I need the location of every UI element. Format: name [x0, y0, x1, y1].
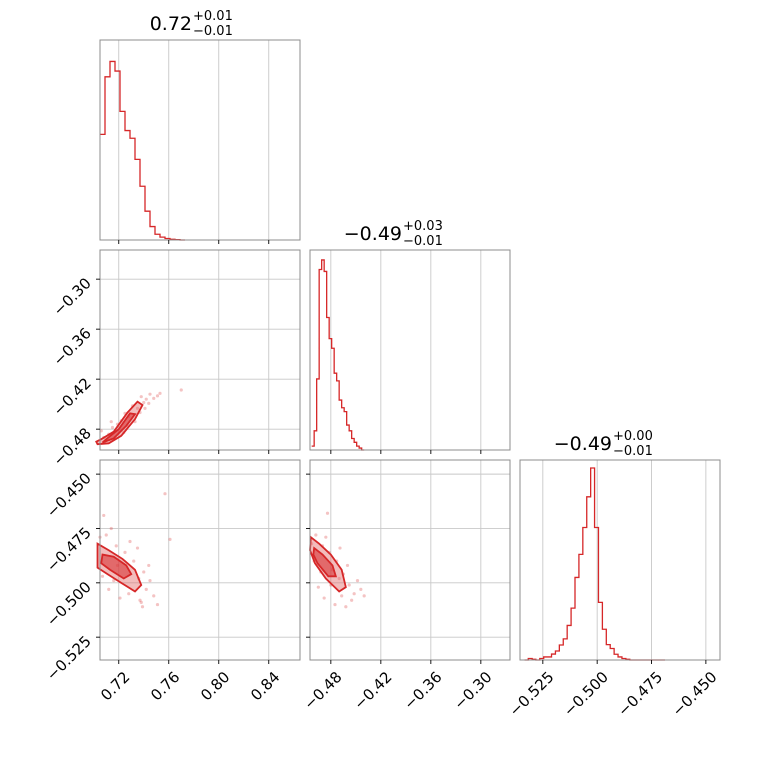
- pair-1-2-sample-point-6: [352, 592, 356, 596]
- left-1-ytick-label-2: −0.36: [50, 324, 95, 369]
- pair-1-2-sample-point-17: [316, 585, 320, 589]
- pair-1-2-frame: [309, 459, 511, 661]
- pair-0-1-sample-point-17: [155, 394, 160, 398]
- pair-0-2-sample-point-1: [114, 544, 118, 548]
- pair-1-2-sample-point-25: [325, 511, 330, 515]
- title-minus-2: −0.01: [613, 444, 653, 459]
- pair-0-2-sample-point-12: [152, 594, 156, 598]
- bottom-0-xtick-label-1: 0.76: [147, 668, 183, 704]
- pair-0-2-sample-point-19: [147, 563, 151, 568]
- histogram-1: [311, 259, 365, 451]
- pair-0-1-sample-point-1: [110, 425, 115, 430]
- pair-0-1-sample-point-23: [158, 391, 162, 395]
- pair-1-2-sample-point-15: [355, 579, 360, 583]
- pair-0-2-sample-point-20: [155, 602, 160, 607]
- pair-1-2-sample-point-20: [359, 587, 363, 591]
- pair-0-1-sample-point-14: [152, 396, 156, 400]
- pair-1-2-sample-point-13: [338, 546, 342, 550]
- pair-0-2-sample-point-10: [109, 526, 113, 531]
- title-plus-0: +0.01: [193, 9, 233, 24]
- pair-1-2-sample-point-12: [324, 535, 328, 539]
- diag-2-frame: [519, 459, 721, 661]
- pair-0-1-sample-point-24: [179, 388, 183, 392]
- pair-1-2-sample-point-14: [345, 563, 350, 568]
- left-1-ytick-label-3: −0.30: [50, 274, 95, 319]
- histogram-2: [524, 467, 665, 661]
- left-2-ytick-label-0: −0.525: [43, 632, 95, 684]
- bottom-2-xtick-label-3: −0.450: [669, 668, 721, 720]
- left-2-ytick-label-2: −0.475: [43, 524, 95, 576]
- pair-1-2-sample-point-0: [314, 533, 318, 537]
- title-value-1: −0.49: [344, 223, 402, 245]
- pair-0-1-sample-point-21: [143, 406, 147, 410]
- bottom-2-xtick-label-0: −0.525: [506, 668, 558, 720]
- bottom-1-xtick-label-1: −0.42: [350, 668, 395, 713]
- pair-0-1-frame: [99, 249, 301, 451]
- left-2-ytick-label-3: −0.450: [43, 469, 95, 521]
- pair-0-1-sample-point-7: [148, 392, 152, 396]
- pair-0-2-sample-point-24: [163, 492, 167, 496]
- pair-0-2-sample-point-26: [139, 600, 143, 604]
- pair-0-1-sample-point-4: [135, 406, 140, 410]
- pair-1-2-sample-point-7: [350, 598, 354, 602]
- diag-1-frame: [309, 249, 511, 451]
- pair-0-2-sample-point-3: [132, 559, 136, 563]
- pair-0-1-contour-inner: [101, 412, 137, 444]
- pair-0-2-sample-point-5: [144, 587, 148, 591]
- pair-1-2-sample-point-5: [347, 583, 351, 587]
- pair-1-2-sample-point-16: [333, 602, 337, 607]
- pair-0-1-sample-point-25: [109, 420, 113, 424]
- pair-0-2-sample-point-11: [148, 579, 152, 583]
- pair-0-1-sample-point-5: [142, 400, 146, 405]
- diag-0-frame: [99, 39, 301, 241]
- left-1-ytick-label-1: −0.42: [50, 374, 95, 419]
- pair-1-2-contour-inner: [312, 546, 338, 578]
- left-2-ytick-label-1: −0.500: [43, 578, 95, 630]
- pair-0-2-contour-inner: [100, 553, 133, 580]
- title-plus-1: +0.03: [403, 219, 443, 234]
- pair-1-2-sample-point-19: [344, 605, 348, 609]
- bottom-0-xtick-label-0: 0.72: [97, 668, 133, 704]
- bottom-1-xtick-label-0: −0.48: [300, 668, 345, 713]
- panel-title-1: −0.49 +0.03−0.01: [344, 219, 443, 249]
- pair-0-2-sample-point-18: [128, 539, 132, 544]
- bottom-1-xtick-label-3: −0.30: [450, 668, 495, 713]
- bottom-2-xtick-label-1: −0.500: [560, 668, 612, 720]
- title-value-2: −0.49: [554, 433, 612, 455]
- pair-0-2-sample-point-16: [140, 605, 145, 609]
- title-plus-2: +0.00: [613, 429, 653, 444]
- pair-0-2-sample-point-4: [142, 570, 146, 574]
- pair-1-2-sample-point-8: [340, 594, 344, 598]
- bottom-0-xtick-label-2: 0.80: [197, 668, 233, 704]
- pair-0-2-sample-point-6: [138, 598, 142, 602]
- pair-0-1-sample-point-6: [144, 397, 148, 401]
- histogram-0: [100, 60, 185, 241]
- pair-0-1-sample-point-8: [139, 395, 143, 399]
- bottom-0-xtick-label-3: 0.84: [247, 668, 283, 704]
- pair-1-2-sample-point-24: [362, 594, 366, 598]
- pair-0-2-sample-point-9: [100, 574, 105, 578]
- title-minus-1: −0.01: [403, 234, 443, 249]
- pair-0-2-sample-point-15: [135, 546, 140, 550]
- pair-1-2-sample-point-22: [322, 596, 326, 600]
- title-value-0: 0.72: [150, 13, 192, 35]
- pair-0-2-sample-point-2: [123, 550, 127, 554]
- pair-0-2-frame: [99, 459, 301, 661]
- pair-0-2-sample-point-17: [107, 587, 111, 591]
- pair-0-2-sample-point-13: [118, 596, 122, 600]
- panel-title-0: 0.72 +0.01−0.01: [150, 9, 233, 39]
- bottom-2-xtick-label-2: −0.475: [614, 668, 666, 720]
- bottom-1-xtick-label-2: −0.36: [400, 668, 445, 713]
- pair-0-2-sample-point-23: [168, 537, 172, 541]
- left-1-ytick-label-0: −0.48: [50, 424, 95, 469]
- pair-0-2-sample-point-25: [102, 513, 106, 518]
- pair-0-1-sample-point-13: [147, 401, 151, 405]
- title-minus-0: −0.01: [193, 24, 233, 39]
- panel-title-2: −0.49 +0.00−0.01: [554, 429, 653, 459]
- pair-0-2-sample-point-8: [112, 579, 116, 583]
- pair-0-2-sample-point-0: [104, 533, 108, 537]
- pair-0-2-sample-point-7: [127, 592, 131, 596]
- pair-1-2-sample-point-23: [337, 576, 341, 581]
